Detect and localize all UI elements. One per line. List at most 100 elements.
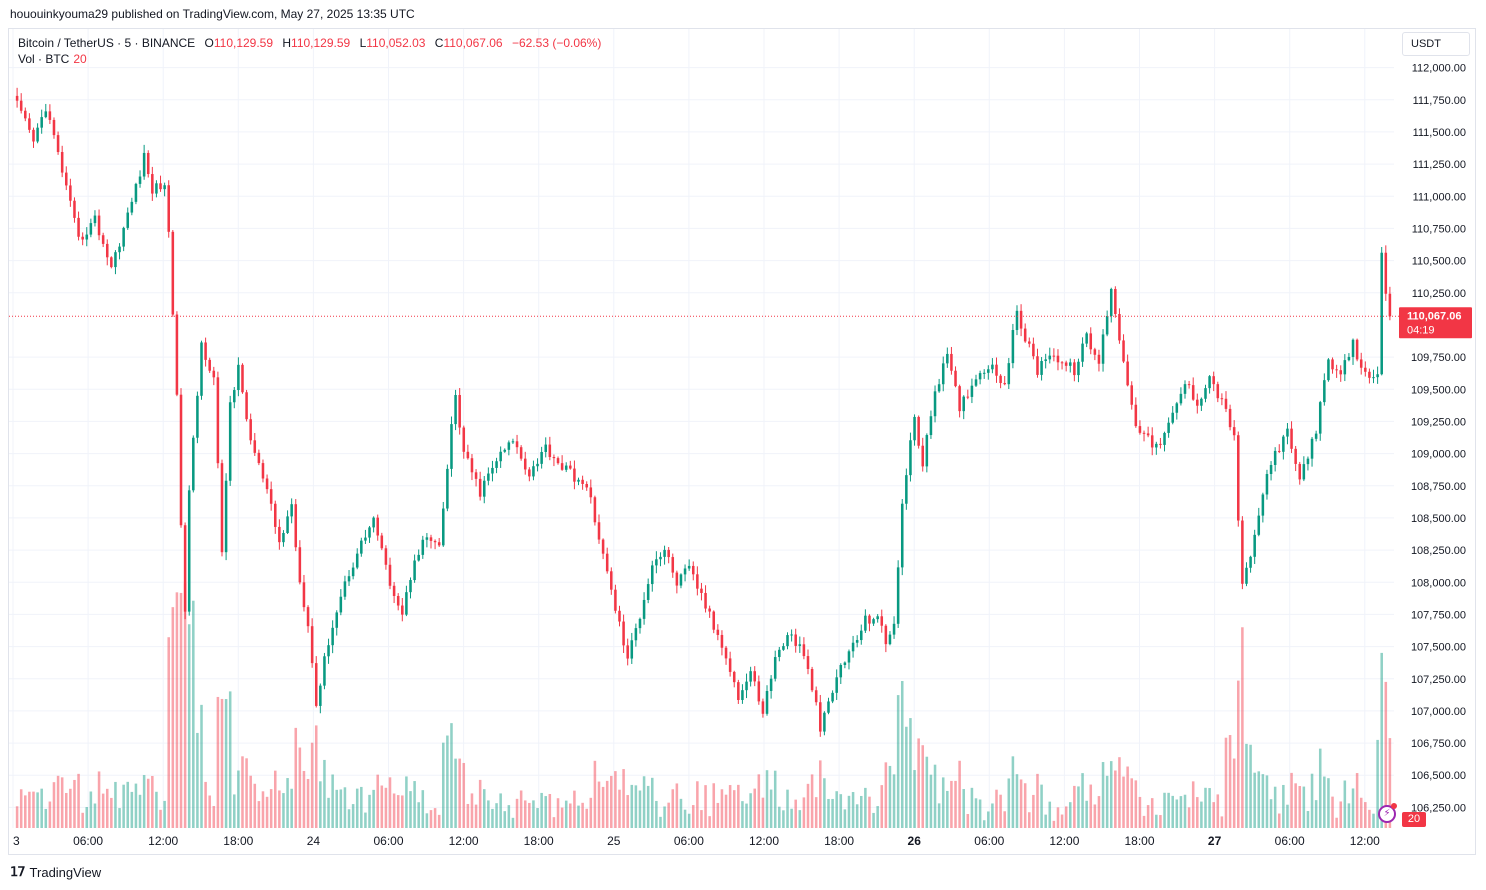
candle-body [679, 574, 683, 586]
candle-body [1085, 333, 1088, 344]
volume-bar [823, 778, 826, 828]
volume-bar [1232, 758, 1236, 828]
candle-body [1384, 252, 1388, 294]
lightning-icon[interactable]: ⚡ [1378, 805, 1396, 823]
candle-body [44, 111, 48, 118]
y-tick-label: 107,000.00 [1411, 706, 1466, 718]
candle-body [519, 447, 523, 459]
volume-bar [1097, 796, 1101, 828]
x-tick-label: 12:00 [148, 834, 178, 848]
volume-bar [155, 791, 158, 828]
y-tick-label: 109,000.00 [1411, 449, 1466, 461]
volume-bar [519, 790, 523, 828]
volume-bar [610, 775, 613, 828]
candle-body [1081, 343, 1084, 362]
x-tick-label: 12:00 [749, 834, 779, 848]
candle-body [847, 651, 851, 663]
volume-bar [507, 805, 511, 828]
candle-body [1237, 435, 1240, 521]
volume-bar [937, 803, 941, 828]
candle-body [1040, 361, 1043, 375]
y-tick-label: 111,750.00 [1413, 95, 1466, 107]
candle-body [327, 645, 330, 657]
volume-bar [1269, 799, 1273, 828]
candle-body [302, 582, 306, 608]
volume-bar [552, 817, 556, 828]
tradingview-logo-icon: 𝟣𝟩 [10, 864, 26, 879]
volume-bar [167, 637, 170, 828]
volume-bar [786, 789, 789, 828]
candle-body [1171, 412, 1174, 423]
candle-body [966, 396, 970, 398]
volume-bar [97, 771, 101, 828]
volume-bar [269, 789, 273, 828]
candle-body [651, 565, 654, 585]
volume-label[interactable]: Vol · BTC [18, 52, 70, 66]
volume-bar [1179, 796, 1183, 828]
candle-body [15, 95, 19, 101]
candle-body [429, 537, 433, 541]
currency-button[interactable]: USDT [1402, 32, 1470, 56]
candle-body [544, 444, 548, 452]
candle-body [1036, 356, 1039, 375]
candle-body [1179, 393, 1183, 404]
volume-bar [306, 778, 310, 828]
volume-bar [614, 771, 617, 828]
candle-body [351, 567, 355, 577]
candle-body [728, 658, 732, 672]
volume-bar [114, 781, 117, 828]
volume-bar [273, 770, 277, 828]
volume-bar [921, 745, 925, 828]
volume-bar [122, 784, 125, 828]
candle-body [1003, 383, 1006, 385]
volume-bar [73, 779, 76, 828]
volume-bar [683, 809, 687, 828]
candle-body [1097, 354, 1101, 364]
candle-body [118, 246, 121, 253]
volume-bar [24, 795, 27, 828]
volume-bar [429, 810, 433, 828]
candle-body [273, 503, 277, 527]
volume-bar [806, 783, 810, 828]
volume-bar [1093, 804, 1097, 828]
volume-bar [495, 803, 498, 828]
candle-body [1101, 334, 1105, 364]
volume-bar [814, 797, 818, 828]
volume-bar [1163, 792, 1166, 828]
volume-bar [876, 806, 879, 828]
volume-bar [1339, 801, 1342, 828]
candle-body [687, 565, 691, 569]
y-tick-label: 108,500.00 [1411, 513, 1466, 525]
candle-body [425, 537, 429, 540]
candle-body [1351, 339, 1355, 357]
candle-body [1290, 428, 1293, 449]
candle-body [335, 612, 339, 628]
footer-brand[interactable]: 𝟣𝟩 TradingView [10, 864, 101, 880]
candle-body [212, 370, 216, 378]
candle-body [310, 626, 314, 664]
candle-body [585, 483, 588, 488]
candle-body [982, 372, 986, 374]
candle-body [1372, 377, 1375, 379]
candle-body [1032, 343, 1035, 357]
candle-body [819, 702, 822, 732]
candle-body [282, 532, 285, 543]
symbol-description[interactable]: Bitcoin / TetherUS · 5 · BINANCE [18, 36, 196, 50]
volume-bar [36, 792, 39, 828]
x-tick-label: 27 [1208, 834, 1222, 848]
volume-bar [1290, 772, 1293, 828]
candle-body [1183, 384, 1187, 394]
close-label: C [434, 36, 444, 50]
close-value: 110,067.06 [443, 36, 503, 50]
candle-body [593, 497, 597, 523]
volume-bar [1068, 802, 1072, 828]
volume-bar [732, 790, 736, 828]
volume-bar [855, 804, 859, 828]
volume-bar [1040, 784, 1043, 828]
candle-body [450, 424, 453, 469]
volume-bar [548, 794, 552, 828]
y-tick-label: 111,250.00 [1413, 159, 1466, 171]
candle-body [48, 111, 52, 120]
candle-body [970, 385, 974, 397]
